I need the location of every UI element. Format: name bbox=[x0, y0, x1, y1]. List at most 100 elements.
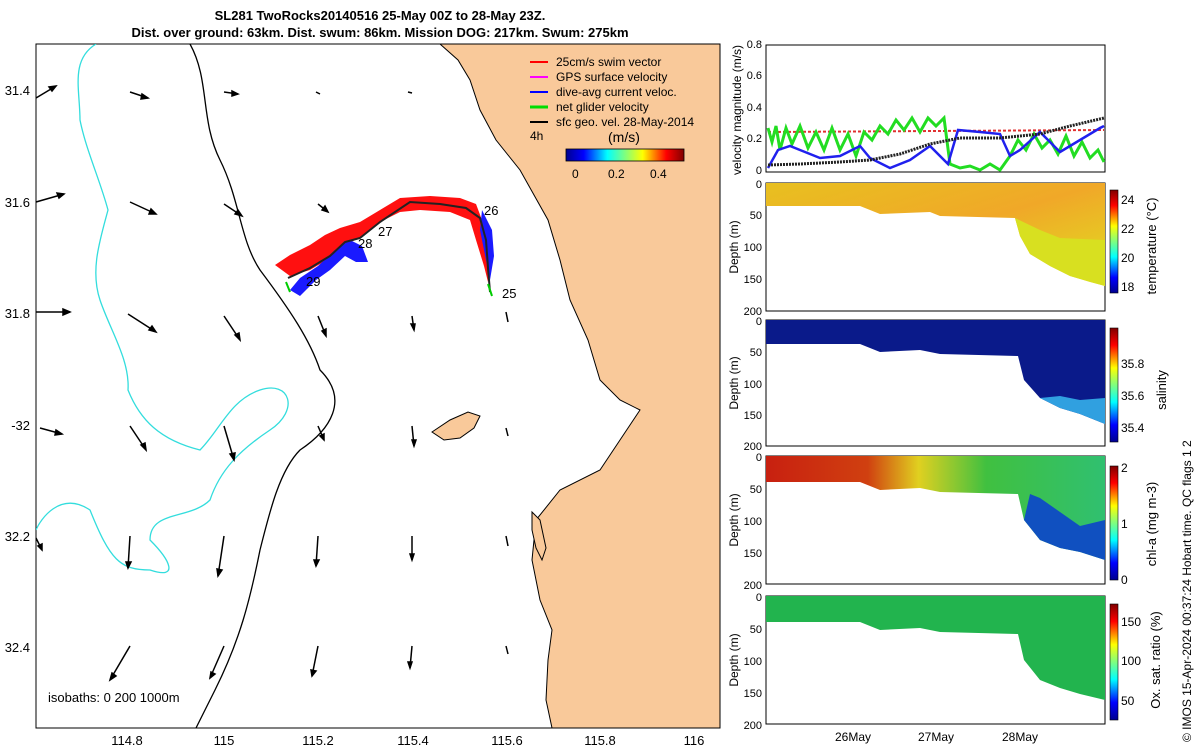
y-tick-label: 50 bbox=[750, 624, 762, 636]
colorbar-tick: 0.4 bbox=[650, 167, 667, 181]
colorbar-tick: 50 bbox=[1121, 694, 1135, 708]
salinity-colorbar bbox=[1109, 327, 1119, 443]
credit-text: © IMOS 15-Apr-2024 00:37:24 Hobart time.… bbox=[1180, 440, 1194, 742]
section-ylabel: Depth (m) bbox=[727, 356, 741, 409]
x-tick-label: 114.8 bbox=[111, 733, 143, 748]
colorbar-tick: 2 bbox=[1121, 461, 1128, 475]
map-panel: 25 26 27 28 29 25cm/s swim vector GPS su… bbox=[5, 43, 721, 748]
legend-label: 25cm/s swim vector bbox=[556, 55, 661, 69]
chlorophyll-section: 0 50 100 150 200 Depth (m) 2 1 0 chl-a (… bbox=[727, 452, 1159, 592]
y-tick-label: 31.8 bbox=[5, 306, 30, 321]
y-tick-label: 150 bbox=[744, 410, 762, 422]
colorbar-tick: 100 bbox=[1121, 654, 1141, 668]
section-ylabel: Depth (m) bbox=[727, 220, 741, 273]
oxygen-field bbox=[766, 596, 1105, 700]
interval-label: 4h bbox=[530, 129, 543, 143]
time-tick-label: 26May bbox=[835, 730, 871, 744]
colorbar-label: temperature (°C) bbox=[1144, 198, 1159, 295]
section-ylabel: Depth (m) bbox=[727, 493, 741, 546]
colorbar-ticks: 24 22 20 18 bbox=[1121, 193, 1135, 294]
colorbar-tick: 0.2 bbox=[608, 167, 625, 181]
net-glider-track-line bbox=[287, 200, 491, 293]
y-tick-label: 0 bbox=[756, 179, 762, 191]
island-rottnest bbox=[431, 411, 481, 441]
isobath-note: isobaths: 0 200 1000m bbox=[48, 690, 180, 705]
x-tick-label: 115.6 bbox=[491, 733, 523, 748]
y-tick-label: 0 bbox=[756, 592, 762, 604]
y-tick-label: 0.4 bbox=[747, 102, 762, 114]
y-tick-label: 200 bbox=[744, 580, 762, 592]
y-tick-label: 32.4 bbox=[5, 640, 30, 655]
plot-title-line1: SL281 TwoRocks20140516 25-May 00Z to 28-… bbox=[214, 8, 546, 23]
y-tick-label: 0.2 bbox=[747, 133, 762, 145]
colorbar-label: Ox. sat. ratio (%) bbox=[1148, 611, 1163, 709]
sfc-geo-velocity-line bbox=[767, 116, 1105, 167]
velocity-panel: 0 0.2 0.4 0.6 0.8 velocity magnitude (m/… bbox=[730, 39, 1106, 177]
sfc-geo-velocity-arrows bbox=[35, 84, 509, 682]
x-tick-label: 115.2 bbox=[302, 733, 334, 748]
section-y-ticks: 0 50 100 150 200 bbox=[744, 592, 762, 732]
time-axis: 26May 27May 28May bbox=[835, 730, 1038, 744]
map-colorbar bbox=[565, 148, 685, 162]
velocity-ylabel: velocity magnitude (m/s) bbox=[730, 45, 744, 175]
x-tick-label: 116 bbox=[684, 733, 705, 748]
section-y-ticks: 0 50 100 150 200 bbox=[744, 452, 762, 592]
time-tick-label: 28May bbox=[1002, 730, 1038, 744]
plot-title-line2: Dist. over ground: 63km. Dist. swum: 86k… bbox=[131, 25, 629, 40]
colorbar-ticks: 2 1 0 bbox=[1121, 461, 1128, 587]
legend-label: sfc geo. vel. 28-May-2014 bbox=[556, 115, 694, 129]
x-tick-label: 115.4 bbox=[397, 733, 429, 748]
dive-avg-current-line bbox=[766, 124, 1105, 170]
temperature-cool-patch bbox=[1015, 218, 1105, 286]
y-tick-label: 50 bbox=[750, 347, 762, 359]
section-ylabel: Depth (m) bbox=[727, 633, 741, 686]
y-tick-label: 31.6 bbox=[5, 195, 30, 210]
section-y-ticks: 0 50 100 150 200 bbox=[744, 316, 762, 453]
y-tick-label: 32.2 bbox=[5, 529, 30, 544]
colorbar-unit: (m/s) bbox=[608, 129, 640, 145]
colorbar-tick: 22 bbox=[1121, 222, 1135, 236]
y-tick-label: 200 bbox=[744, 306, 762, 318]
legend-label: net glider velocity bbox=[556, 100, 649, 114]
glider-track bbox=[275, 196, 494, 297]
isobath-200m bbox=[189, 44, 336, 728]
island-garden bbox=[531, 510, 547, 562]
y-tick-label: 150 bbox=[744, 688, 762, 700]
y-tick-label: 0 bbox=[756, 316, 762, 328]
colorbar-label: chl-a (mg m-3) bbox=[1144, 482, 1159, 567]
map-legend: 25cm/s swim vector GPS surface velocity … bbox=[530, 55, 694, 181]
chlorophyll-low-patch bbox=[1024, 494, 1105, 560]
x-tick-label: 115.8 bbox=[584, 733, 616, 748]
colorbar-tick: 1 bbox=[1121, 517, 1128, 531]
colorbar-label: salinity bbox=[1154, 370, 1169, 410]
chlorophyll-colorbar bbox=[1109, 465, 1119, 581]
day-label: 27 bbox=[378, 224, 392, 239]
day-label: 29 bbox=[306, 274, 320, 289]
salinity-field bbox=[766, 320, 1105, 424]
y-tick-label: 100 bbox=[744, 516, 762, 528]
net-velocity-start-marker bbox=[487, 283, 493, 297]
colorbar-ticks: 35.8 35.6 35.4 bbox=[1121, 357, 1145, 435]
temperature-field bbox=[766, 183, 1105, 286]
y-tick-label: 0 bbox=[756, 452, 762, 464]
y-tick-label: -32 bbox=[11, 418, 30, 433]
velocity-y-ticks: 0 0.2 0.4 0.6 0.8 bbox=[747, 39, 762, 177]
y-tick-label: 200 bbox=[744, 441, 762, 453]
map-x-ticks: 114.8 115 115.2 115.4 115.6 115.8 116 bbox=[111, 733, 704, 748]
day-label: 25 bbox=[502, 286, 516, 301]
map-y-ticks: 31.4 31.6 31.8 -32 32.2 32.4 bbox=[5, 83, 30, 655]
y-tick-label: 150 bbox=[744, 548, 762, 560]
colorbar-tick: 18 bbox=[1121, 280, 1135, 294]
y-tick-label: 200 bbox=[744, 720, 762, 732]
colorbar-tick: 0 bbox=[1121, 573, 1128, 587]
day-label: 28 bbox=[358, 236, 372, 251]
velocity-frame bbox=[765, 44, 1106, 173]
day-labels: 25 26 27 28 29 bbox=[306, 203, 516, 301]
colorbar-tick: 150 bbox=[1121, 615, 1141, 629]
section-y-ticks: 0 50 100 150 200 bbox=[744, 179, 762, 318]
temperature-section: 0 50 100 150 200 Depth (m) 24 22 20 18 t… bbox=[727, 179, 1159, 318]
y-tick-label: 50 bbox=[750, 484, 762, 496]
colorbar-tick: 20 bbox=[1121, 251, 1135, 265]
x-tick-label: 115 bbox=[214, 733, 235, 748]
